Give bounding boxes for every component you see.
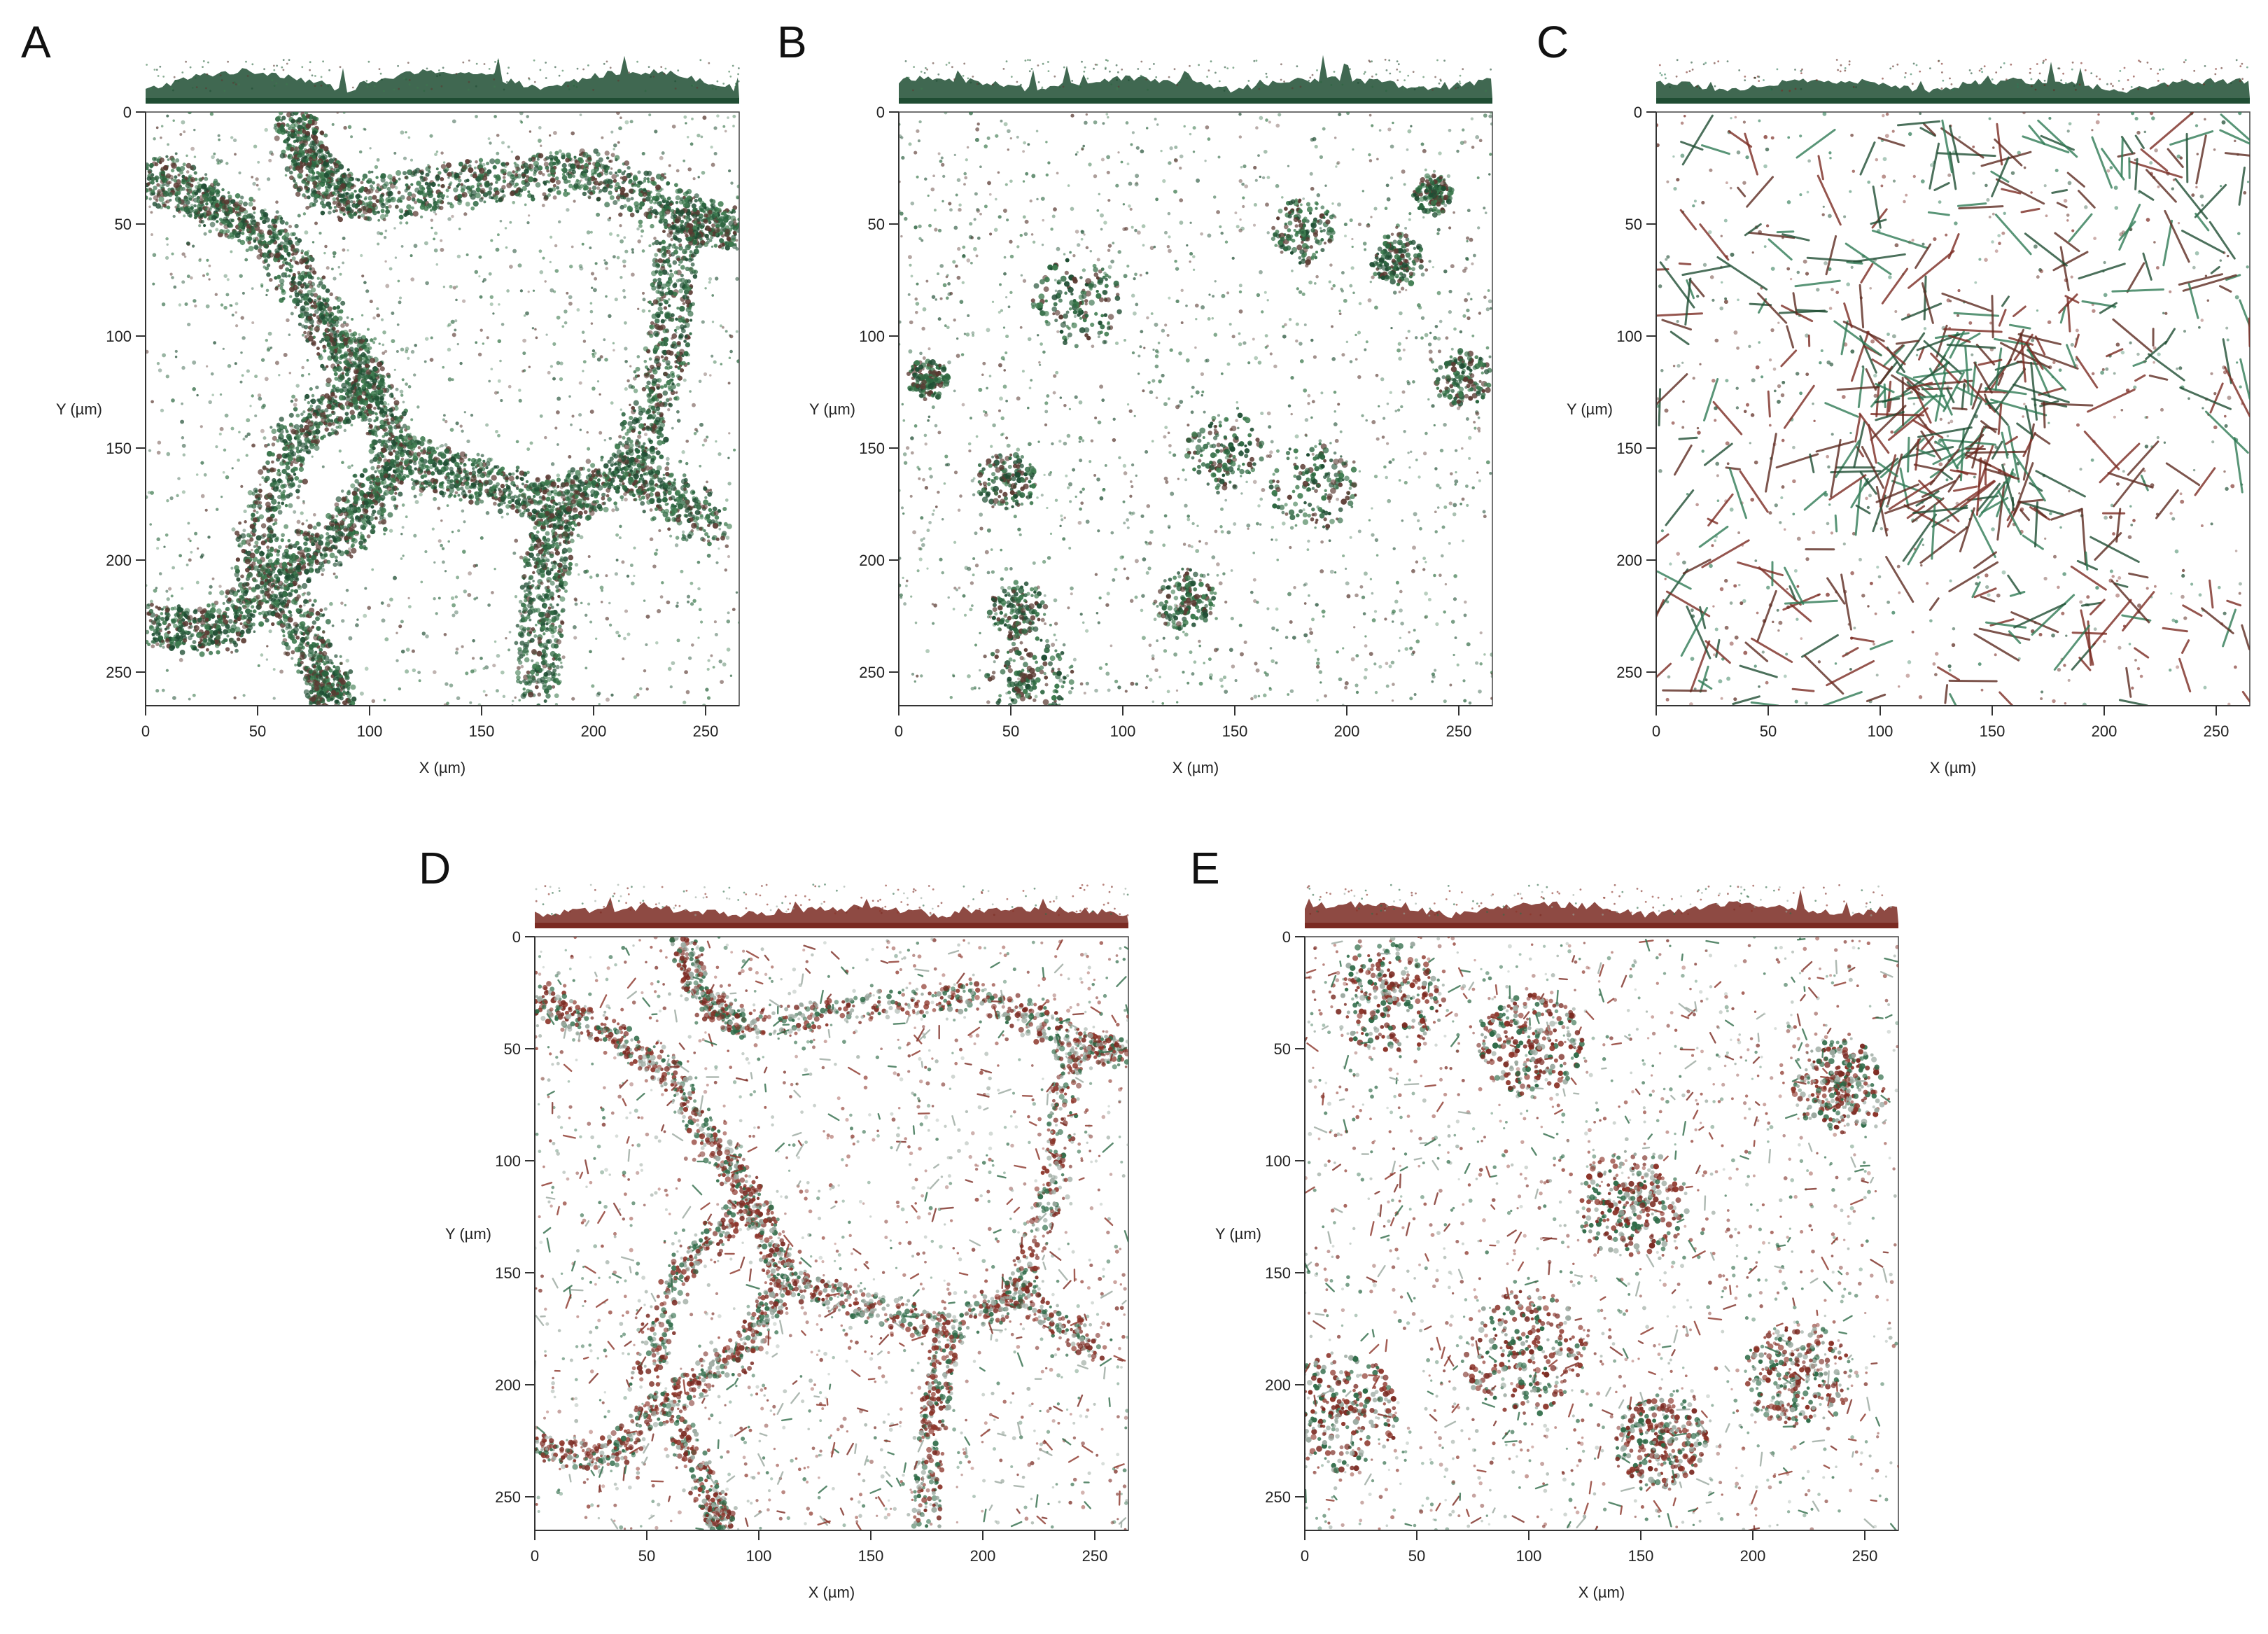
- side-profile: [535, 884, 1129, 928]
- x-tick-label: 50: [1002, 722, 1019, 740]
- y-tick-label: 150: [1265, 1264, 1291, 1282]
- y-tick-label: 100: [859, 328, 885, 345]
- y-tick-label: 150: [495, 1264, 521, 1282]
- image-plot: [534, 936, 1129, 1531]
- y-tick-label: 0: [876, 104, 885, 121]
- x-tick-label: 150: [1222, 722, 1248, 740]
- x-tick-label: 50: [249, 722, 266, 740]
- panel-c: C 0 0 50 50 100 100 150 150 200 200 250 250 X (µm) Y (…: [1536, 17, 2250, 776]
- x-tick-label: 150: [469, 722, 495, 740]
- x-tick-label: 150: [858, 1547, 884, 1565]
- y-axis-title: Y (µm): [445, 1225, 491, 1243]
- x-axis-title: X (µm): [419, 759, 465, 776]
- x-tick-label: 100: [746, 1547, 772, 1565]
- x-tick-label: 0: [531, 1547, 539, 1565]
- panel-d: D 0 0 50 50 100 100 150 150 200 200 250 250 X (µm) Y (…: [419, 843, 1129, 1601]
- y-tick-label: 0: [1634, 104, 1642, 121]
- panel-letter-e: E: [1190, 843, 1220, 893]
- y-tick-label: 0: [512, 928, 521, 946]
- panels-group: A 0 0 50 50 100 100 150 150 200 200 250 250 X (µm) Y (…: [21, 17, 2250, 1601]
- biofilm-texture: [535, 937, 1128, 1530]
- y-tick-label: 200: [1616, 552, 1642, 569]
- panel-e: E 0 0 50 50 100 100 150 150 200 200 250 250 X (µm) Y (…: [1190, 843, 1899, 1601]
- y-tick-label: 0: [123, 104, 132, 121]
- x-tick-label: 250: [2204, 722, 2230, 740]
- x-axis-title: X (µm): [808, 1584, 855, 1601]
- x-tick-label: 0: [1652, 722, 1660, 740]
- x-tick-label: 250: [1082, 1547, 1108, 1565]
- image-plot: [1304, 936, 1899, 1531]
- x-tick-label: 250: [1852, 1547, 1878, 1565]
- x-tick-label: 100: [1110, 722, 1136, 740]
- y-axis-title: Y (µm): [56, 400, 102, 418]
- x-tick-label: 200: [1334, 722, 1360, 740]
- panel-letter-a: A: [21, 17, 51, 67]
- y-tick-label: 100: [495, 1152, 521, 1170]
- x-tick-label: 50: [638, 1547, 655, 1565]
- biofilm-texture: [899, 112, 1492, 706]
- panel-a: A 0 0 50 50 100 100 150 150 200 200 250 250 X (µm) Y (…: [21, 17, 740, 776]
- panel-letter-c: C: [1536, 17, 1569, 67]
- y-tick-label: 0: [1282, 928, 1291, 946]
- side-profile: [1305, 884, 1898, 928]
- x-axis-title: X (µm): [1930, 759, 1976, 776]
- x-tick-label: 250: [1446, 722, 1472, 740]
- y-tick-label: 250: [1616, 664, 1642, 681]
- y-tick-label: 200: [859, 552, 885, 569]
- y-tick-label: 50: [1274, 1040, 1291, 1058]
- image-plot: [145, 111, 740, 706]
- y-axis-title: Y (µm): [1567, 400, 1613, 418]
- image-plot: [1656, 111, 2250, 706]
- y-tick-label: 250: [106, 664, 132, 681]
- y-tick-label: 100: [1265, 1152, 1291, 1170]
- y-tick-label: 250: [495, 1488, 521, 1506]
- x-axis-title: X (µm): [1578, 1584, 1625, 1601]
- x-tick-label: 50: [1408, 1547, 1425, 1565]
- side-profile: [146, 55, 740, 104]
- x-tick-label: 0: [1301, 1547, 1309, 1565]
- y-axis-title: Y (µm): [1215, 1225, 1261, 1243]
- x-tick-label: 200: [1740, 1547, 1766, 1565]
- x-tick-label: 50: [1760, 722, 1777, 740]
- x-tick-label: 0: [895, 722, 903, 740]
- side-profile: [899, 55, 1492, 104]
- y-tick-label: 50: [868, 216, 885, 233]
- y-tick-label: 100: [106, 328, 132, 345]
- y-tick-label: 200: [1265, 1376, 1291, 1394]
- x-tick-label: 200: [581, 722, 607, 740]
- panel-letter-b: B: [777, 17, 807, 67]
- y-tick-label: 50: [1625, 216, 1642, 233]
- x-tick-label: 100: [1516, 1547, 1542, 1565]
- x-tick-label: 200: [970, 1547, 996, 1565]
- x-tick-label: 250: [693, 722, 719, 740]
- x-tick-label: 150: [1980, 722, 2005, 740]
- x-tick-label: 100: [1868, 722, 1893, 740]
- y-tick-label: 50: [115, 216, 132, 233]
- biofilm-texture: [1305, 937, 1898, 1530]
- y-axis-title: Y (µm): [809, 400, 855, 418]
- x-axis-title: X (µm): [1172, 759, 1219, 776]
- x-tick-label: 100: [357, 722, 383, 740]
- y-tick-label: 50: [504, 1040, 521, 1058]
- y-tick-label: 200: [495, 1376, 521, 1394]
- panel-letter-d: D: [419, 843, 451, 893]
- x-tick-label: 0: [141, 722, 150, 740]
- y-tick-label: 150: [1616, 440, 1642, 457]
- biofilm-texture: [146, 112, 739, 706]
- x-tick-label: 150: [1628, 1547, 1654, 1565]
- image-plot: [898, 111, 1493, 706]
- y-tick-label: 250: [859, 664, 885, 681]
- y-tick-label: 200: [106, 552, 132, 569]
- side-profile: [1656, 58, 2250, 104]
- y-tick-label: 150: [106, 440, 132, 457]
- biofilm-texture: [1656, 112, 2250, 706]
- y-tick-label: 100: [1616, 328, 1642, 345]
- panel-b: B 0 0 50 50 100 100 150 150 200 200 250 250 X (µm) Y (…: [777, 17, 1493, 776]
- x-tick-label: 200: [2092, 722, 2118, 740]
- y-tick-label: 250: [1265, 1488, 1291, 1506]
- y-tick-label: 150: [859, 440, 885, 457]
